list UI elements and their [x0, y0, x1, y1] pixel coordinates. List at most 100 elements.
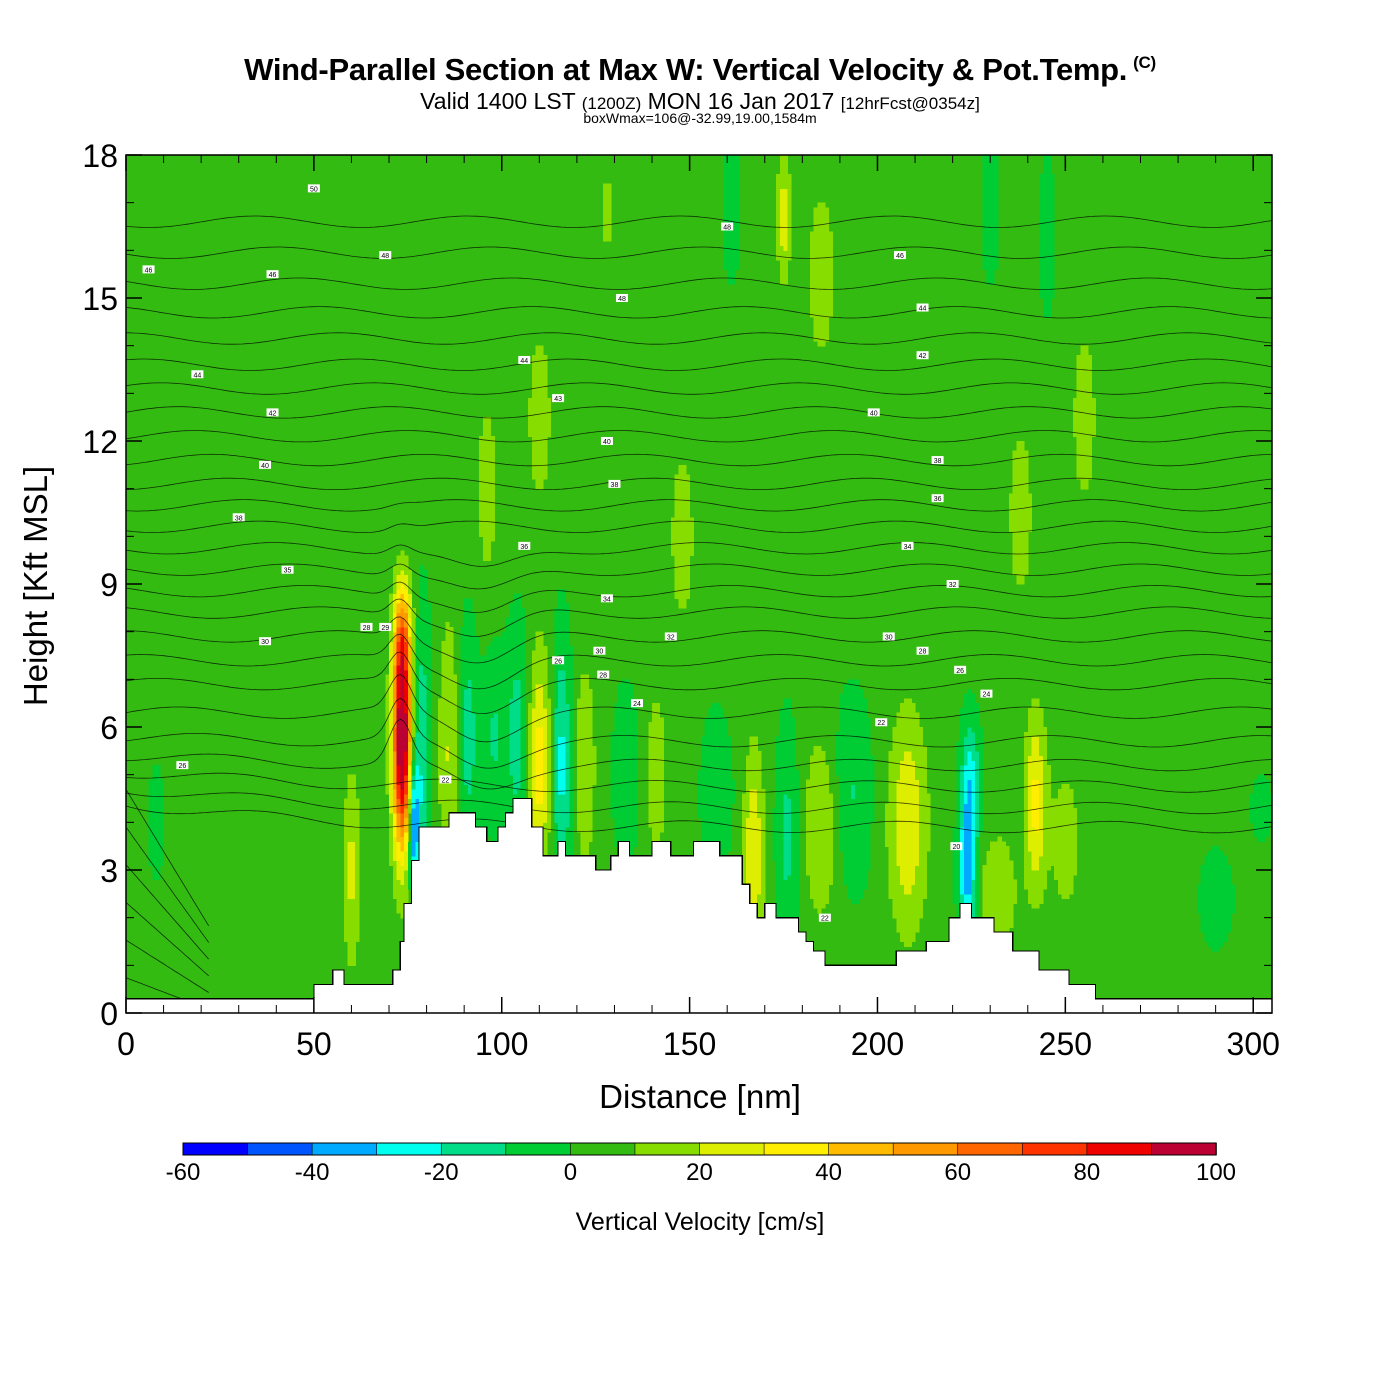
velocity-cell [445, 755, 450, 761]
velocity-cell [509, 722, 522, 728]
velocity-cell [610, 736, 638, 742]
velocity-cell [460, 660, 525, 666]
velocity-cell [486, 645, 525, 652]
velocity-cell [520, 774, 525, 781]
velocity-cell [389, 846, 394, 852]
velocity-cell [1196, 903, 1236, 909]
theta-label-bg [901, 541, 914, 550]
velocity-cell [426, 731, 431, 738]
velocity-cell [535, 750, 544, 757]
velocity-cell [482, 431, 492, 437]
velocity-cell [648, 736, 664, 742]
velocity-cell [535, 684, 544, 690]
theta-label-bg [615, 294, 628, 302]
velocity-cell [392, 603, 398, 609]
velocity-cell [343, 931, 360, 938]
velocity-cell [745, 822, 762, 828]
velocity-cell [618, 698, 634, 704]
velocity-cell [791, 850, 800, 857]
velocity-cell [407, 665, 413, 671]
velocity-cell [554, 784, 559, 790]
velocity-cell [343, 898, 360, 904]
velocity-cell [678, 603, 687, 609]
velocity-cell [618, 688, 634, 695]
velocity-cell [152, 774, 161, 781]
theta-label: 48 [615, 294, 628, 303]
velocity-cell [888, 798, 897, 804]
velocity-cell [396, 769, 401, 776]
velocity-cell [531, 750, 537, 757]
theta-label-bg [142, 265, 155, 274]
velocity-cell [392, 574, 398, 580]
velocity-cell [531, 688, 537, 695]
velocity-cell [569, 784, 574, 790]
velocity-cell [1253, 827, 1269, 833]
colorbar-swatch [505, 1142, 572, 1156]
velocity-cell [610, 808, 638, 814]
velocity-cell [565, 736, 570, 742]
velocity-cell [674, 564, 691, 571]
velocity-cell [558, 674, 567, 680]
velocity-cell [723, 197, 740, 204]
velocity-cell [742, 822, 747, 828]
velocity-cell [565, 774, 570, 781]
velocity-cell [1204, 860, 1228, 866]
velocity-cell [1024, 817, 1029, 823]
velocity-cell [415, 626, 431, 633]
velocity-cell [580, 684, 589, 690]
velocity-cell [757, 908, 766, 914]
velocity-cell [347, 865, 356, 871]
velocity-cell [963, 836, 973, 842]
velocity-cell [396, 874, 405, 881]
velocity-cell [392, 579, 398, 585]
velocity-cell [776, 741, 796, 747]
valid-date: MON 16 Jan 2017 [647, 88, 835, 114]
velocity-cell [407, 741, 413, 747]
velocity-cell [787, 202, 792, 209]
velocity-cell [558, 703, 570, 709]
velocity-cell [783, 870, 792, 876]
velocity-cell [497, 736, 510, 742]
velocity-cell [460, 784, 469, 790]
velocity-cell [960, 860, 965, 866]
velocity-cell [776, 226, 781, 232]
velocity-cell [576, 703, 593, 709]
utc-time: (1200Z) [581, 94, 642, 113]
velocity-cell [745, 855, 762, 862]
velocity-cell [411, 693, 416, 699]
theta-label-text: 46 [896, 253, 904, 260]
velocity-cell [389, 855, 394, 862]
velocity-cell [569, 822, 574, 828]
velocity-cell [343, 860, 349, 866]
theta-contour-surface [126, 939, 209, 993]
velocity-cell [1039, 855, 1078, 862]
velocity-cell [565, 755, 570, 761]
velocity-cell [411, 793, 424, 800]
velocity-cell [982, 884, 1018, 890]
velocity-cell [1039, 212, 1055, 218]
velocity-cell [956, 746, 965, 752]
theta-label-text: 22 [441, 777, 449, 784]
velocity-cell [1027, 822, 1033, 828]
velocity-cell [674, 579, 691, 585]
velocity-cell [464, 774, 473, 781]
velocity-cell [497, 727, 510, 733]
velocity-cell [543, 760, 548, 766]
theta-label-text: 48 [381, 253, 389, 260]
velocity-cell [437, 741, 458, 747]
velocity-cell [404, 831, 409, 838]
velocity-cell [576, 803, 593, 809]
velocity-cell [978, 769, 984, 776]
velocity-cell [404, 841, 409, 847]
velocity-cell [963, 784, 969, 790]
velocity-cell [1027, 841, 1044, 847]
velocity-cell [783, 793, 788, 800]
velocity-cell [554, 736, 559, 742]
velocity-cell [396, 750, 405, 757]
velocity-cell [385, 755, 390, 761]
velocity-cell [952, 870, 961, 876]
velocity-cell [385, 774, 390, 781]
velocity-cell [1054, 865, 1078, 871]
velocity-cell [900, 707, 916, 714]
